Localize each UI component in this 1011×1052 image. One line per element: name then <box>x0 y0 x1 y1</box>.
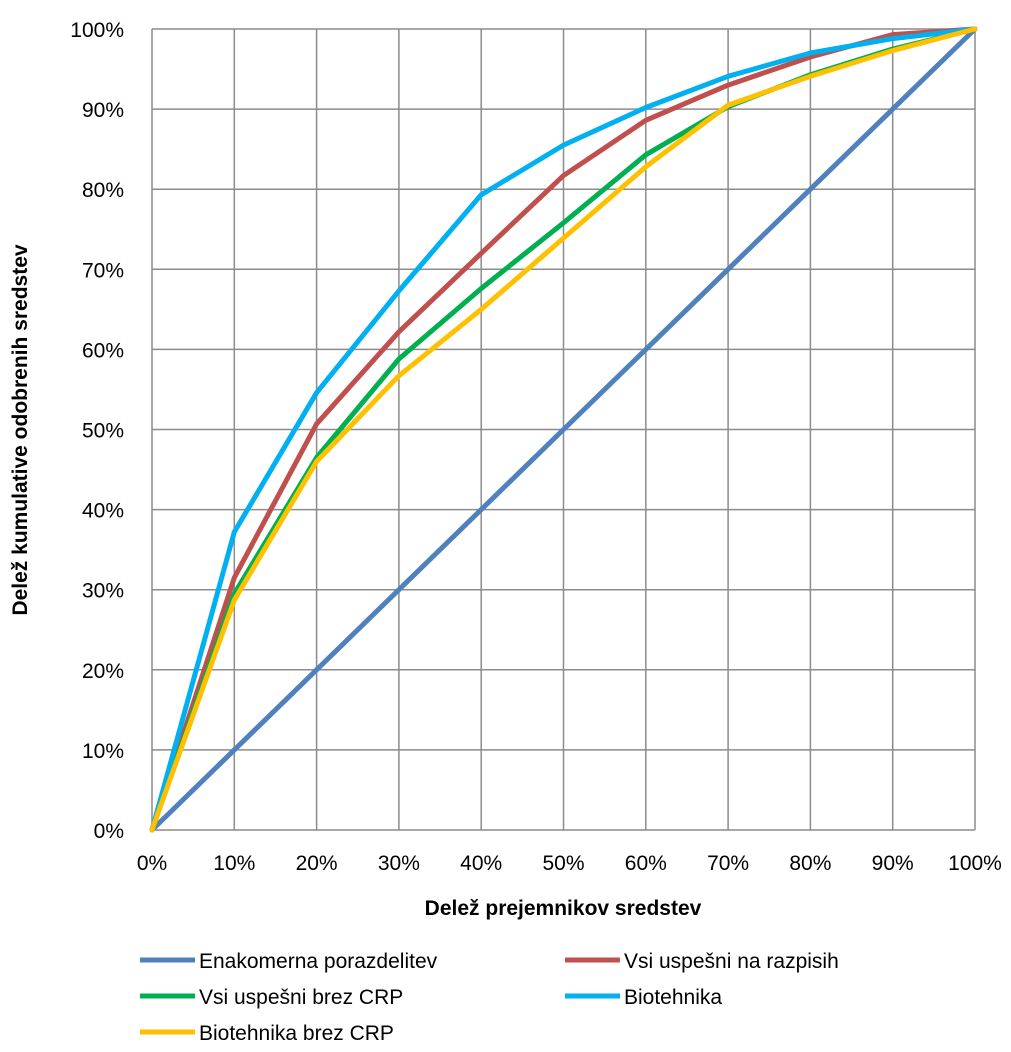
y-axis-title: Delež kumulative odobrenih sredstev <box>9 244 32 615</box>
x-tick-label: 90% <box>872 852 914 875</box>
legend-label: Biotehnika brez CRP <box>199 1022 394 1045</box>
series-line-1 <box>149 26 978 833</box>
y-tick-label: 20% <box>82 660 124 683</box>
y-tick-label: 100% <box>70 19 124 42</box>
y-tick-label: 70% <box>82 259 124 282</box>
y-tick-label: 0% <box>94 820 124 843</box>
x-axis-ticks: 0% 10% 20% 30% 40% 50% 60% 70% 80% 90% 100% <box>137 852 1002 875</box>
x-tick-label: 30% <box>378 852 420 875</box>
x-tick-label: 70% <box>707 852 749 875</box>
series-line-4 <box>149 26 978 833</box>
y-tick-label: 50% <box>82 420 124 443</box>
y-tick-label: 60% <box>82 339 124 362</box>
y-axis-ticks: 0% 10% 20% 30% 40% 50% 60% 70% 80% 90% 100% <box>70 19 124 843</box>
y-tick-label: 80% <box>82 179 124 202</box>
x-tick-label: 40% <box>460 852 502 875</box>
legend-label: Enakomerna porazdelitev <box>199 950 438 973</box>
y-tick-label: 40% <box>82 500 124 523</box>
legend-label: Vsi uspešni na razpisih <box>624 950 839 973</box>
y-tick-label: 10% <box>82 740 124 763</box>
x-tick-label: 20% <box>296 852 338 875</box>
x-tick-label: 100% <box>948 852 1002 875</box>
x-tick-label: 80% <box>789 852 831 875</box>
x-tick-label: 50% <box>542 852 584 875</box>
grid-lines <box>151 28 976 831</box>
y-tick-label: 90% <box>82 99 124 122</box>
series-lines <box>149 26 978 833</box>
x-tick-label: 60% <box>625 852 667 875</box>
legend-label: Biotehnika <box>624 986 722 1009</box>
x-tick-label: 10% <box>213 852 255 875</box>
x-tick-label: 0% <box>137 852 167 875</box>
legend-label: Vsi uspešni brez CRP <box>199 986 403 1009</box>
legend: Enakomerna porazdelitev Vsi uspešni na ra… <box>140 950 839 1045</box>
x-axis-title: Delež prejemnikov sredstev <box>425 897 702 920</box>
series-line-5 <box>149 26 978 833</box>
y-tick-label: 30% <box>82 580 124 603</box>
